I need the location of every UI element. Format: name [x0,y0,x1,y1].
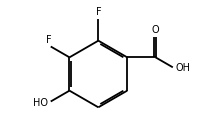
Text: HO: HO [33,98,48,108]
Text: OH: OH [176,63,190,73]
Text: F: F [96,7,101,17]
Text: F: F [46,34,51,45]
Text: O: O [152,25,159,35]
